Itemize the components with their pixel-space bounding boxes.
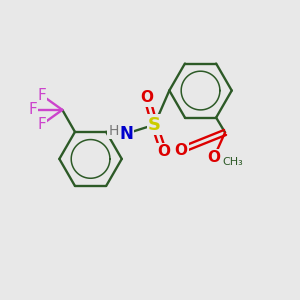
Text: O: O [207,150,220,165]
Text: O: O [140,91,154,106]
Text: F: F [37,88,46,103]
Text: F: F [28,102,37,117]
Text: CH₃: CH₃ [223,157,244,167]
Text: H: H [109,124,119,138]
Text: N: N [119,125,133,143]
Text: F: F [37,117,46,132]
Text: O: O [175,142,188,158]
Text: O: O [157,144,170,159]
Text: S: S [148,116,161,134]
